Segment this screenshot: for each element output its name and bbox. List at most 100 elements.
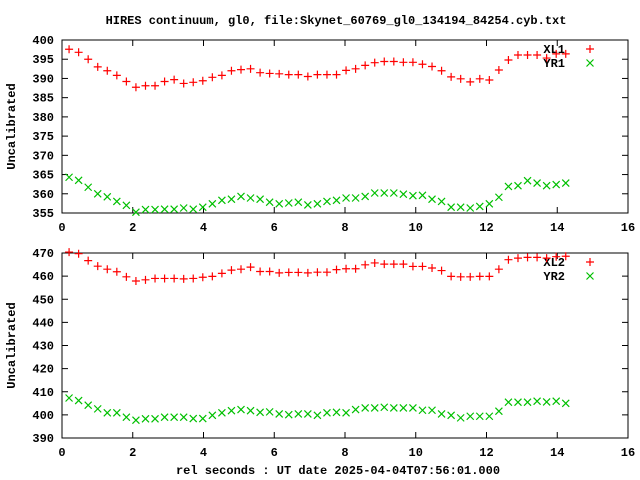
data-point-yr2 (93, 404, 102, 413)
data-point-xl2 (380, 260, 389, 269)
legend-marker-yr1 (586, 59, 594, 67)
y-tick-label: 395 (32, 53, 54, 67)
data-point-yr1 (418, 191, 427, 200)
data-point-yr2 (418, 406, 427, 415)
data-point-yr1 (74, 176, 83, 185)
data-point-yr2 (389, 404, 398, 412)
data-point-yr2 (370, 404, 379, 412)
data-point-yr2 (112, 408, 121, 417)
data-point-yr1 (523, 176, 532, 185)
data-point-xl1 (342, 66, 351, 75)
data-point-xl1 (494, 65, 503, 74)
data-point-xl1 (428, 62, 437, 71)
data-point-yr1 (504, 182, 513, 191)
data-point-xl2 (189, 274, 198, 283)
data-point-yr2 (485, 412, 494, 421)
data-point-yr1 (151, 205, 159, 214)
data-point-xl2 (370, 258, 379, 267)
data-point-yr2 (84, 401, 93, 410)
data-point-xl2 (65, 248, 74, 257)
data-point-yr2 (456, 413, 465, 422)
data-point-xl1 (294, 70, 303, 79)
data-point-yr1 (112, 197, 121, 206)
data-point-yr1 (552, 180, 561, 189)
bottom-plot: 390 400 410 420 430 440 450 460 470 0 2 4 6 8 10 12 14 16… (5, 247, 635, 460)
data-point-xl1 (103, 66, 112, 75)
data-point-xl2 (93, 262, 102, 271)
data-point-xl1 (160, 77, 169, 86)
data-point-xl1 (265, 69, 274, 78)
y-axis-label: Uncalibrated (5, 302, 19, 388)
data-point-yr2 (65, 394, 73, 402)
data-point-yr2 (408, 404, 417, 412)
data-point-yr2 (246, 406, 255, 415)
data-point-yr2 (227, 406, 236, 415)
data-point-xl1 (361, 61, 370, 70)
y-tick-label: 470 (32, 247, 54, 261)
data-point-xl2 (418, 262, 427, 271)
data-point-yr2 (523, 398, 532, 407)
data-point-xl2 (112, 267, 121, 276)
data-point-xl1 (437, 66, 446, 75)
data-point-xl1 (170, 75, 179, 84)
data-point-xl1 (246, 64, 255, 73)
data-point-xl1 (313, 70, 322, 79)
data-point-xl1 (275, 69, 284, 78)
x-tick-label: 10 (409, 446, 423, 460)
data-point-xl2 (561, 252, 570, 261)
data-point-yr1 (361, 192, 370, 201)
data-point-xl1 (151, 81, 160, 90)
y-tick-label: 370 (32, 149, 54, 163)
data-point-yr2 (275, 410, 284, 418)
legend-marker-xl2 (586, 258, 594, 266)
data-point-yr1 (160, 205, 169, 214)
data-point-yr1 (485, 199, 494, 208)
data-point-xl2 (256, 267, 265, 276)
data-point-xl2 (437, 266, 446, 275)
data-point-xl2 (475, 272, 484, 281)
data-point-xl2 (179, 274, 188, 283)
y-tick-label: 450 (32, 293, 54, 307)
data-point-xl1 (93, 62, 102, 71)
data-point-xl1 (533, 50, 542, 59)
x-tick-label: 0 (58, 221, 65, 235)
data-point-xl2 (227, 266, 236, 275)
data-point-yr1 (313, 199, 322, 208)
data-point-yr1 (370, 189, 379, 197)
data-point-yr1 (284, 199, 293, 207)
data-point-yr1 (342, 194, 350, 202)
data-point-xl2 (313, 268, 322, 277)
data-point-xl2 (198, 273, 207, 282)
x-tick-label: 0 (58, 446, 65, 460)
data-point-xl1 (523, 50, 532, 59)
data-point-yr1 (399, 190, 408, 199)
data-point-yr1 (256, 195, 265, 204)
x-tick-label: 6 (271, 446, 278, 460)
y-tick-label: 355 (32, 207, 54, 221)
data-point-yr1 (170, 205, 179, 214)
data-point-xl1 (475, 74, 484, 83)
data-point-xl1 (189, 78, 198, 87)
data-point-yr2 (256, 408, 265, 417)
data-point-yr1 (294, 198, 303, 207)
y-tick-label: 375 (32, 130, 54, 144)
data-point-yr2 (342, 408, 350, 417)
data-point-xl2 (170, 274, 179, 283)
data-point-yr2 (141, 414, 150, 423)
data-point-xl2 (408, 262, 417, 271)
data-point-yr2 (542, 398, 551, 406)
data-point-yr1 (408, 191, 417, 200)
data-point-yr1 (542, 181, 551, 190)
data-point-xl1 (351, 64, 360, 73)
x-tick-label: 12 (479, 221, 493, 235)
x-tick-label: 16 (621, 221, 635, 235)
data-point-yr2 (428, 406, 436, 415)
x-axis-label: rel seconds : UT date 2025-04-04T07:56:0… (176, 464, 500, 478)
data-point-yr1 (246, 194, 255, 202)
data-point-xl2 (141, 275, 150, 284)
data-point-yr1 (93, 189, 102, 198)
data-point-xl2 (533, 253, 542, 262)
data-point-xl2 (322, 268, 331, 277)
data-point-yr2 (103, 408, 112, 417)
data-point-xl1 (399, 58, 408, 67)
